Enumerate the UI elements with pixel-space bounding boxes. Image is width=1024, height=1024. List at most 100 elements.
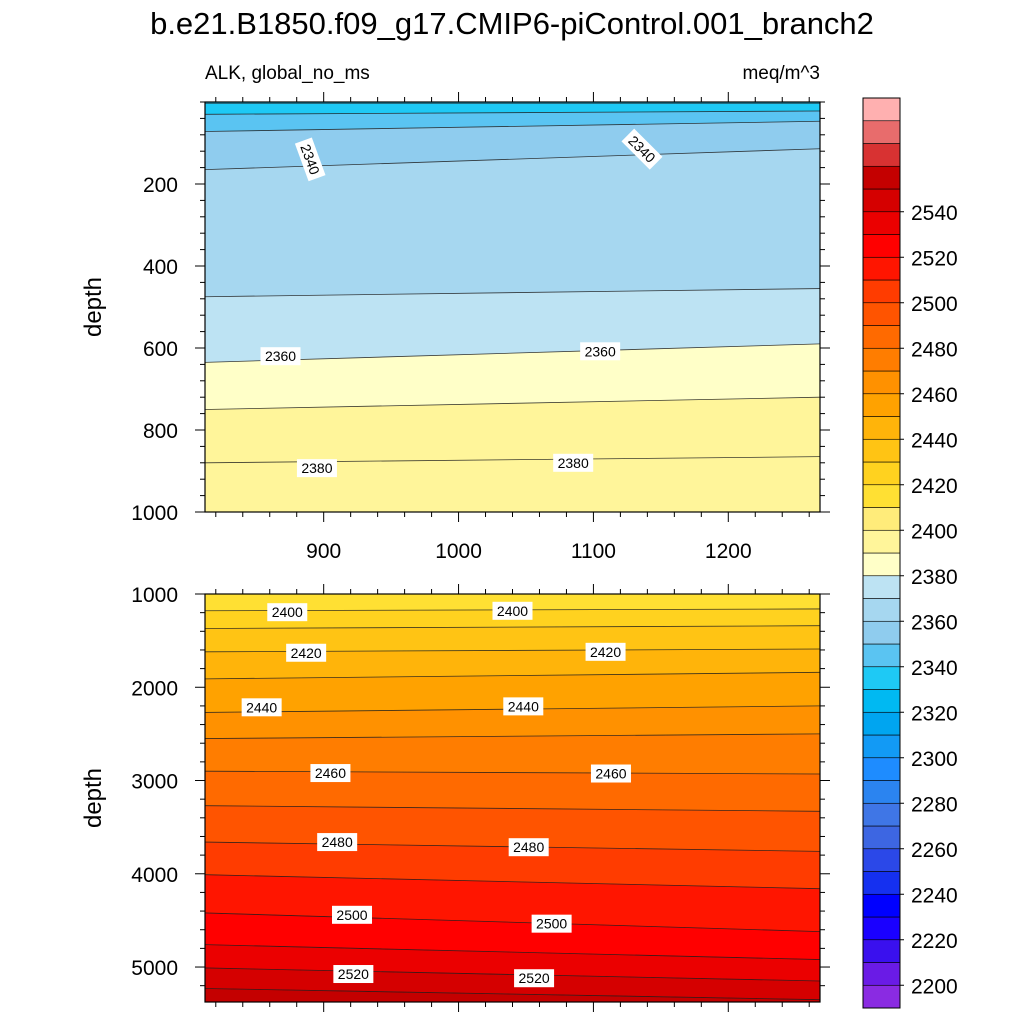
contour-label: 2500 <box>332 905 373 924</box>
colorbar-swatch <box>862 347 901 372</box>
contour-label-box <box>333 965 374 984</box>
contour-label-box <box>286 643 327 662</box>
contour-label-text: 2460 <box>595 766 626 782</box>
bottom-contour-line <box>205 625 820 629</box>
colorbar-label: 2540 <box>911 202 958 225</box>
contour-label-box <box>531 914 572 933</box>
colorbar-label: 2300 <box>911 748 958 771</box>
colorbar-swatch <box>862 370 901 395</box>
y-tick-label: 400 <box>143 256 178 279</box>
colorbar-swatch <box>862 552 901 577</box>
contour-label-box <box>317 833 358 852</box>
y-tick-label: 1000 <box>131 584 178 607</box>
colorbar-label: 2320 <box>911 702 958 725</box>
colorbar-swatch <box>862 666 901 690</box>
colorbar-frame <box>862 97 901 1009</box>
colorbar-swatch <box>862 279 901 304</box>
contour-label-text: 2360 <box>265 348 296 364</box>
contour-label-text: 2380 <box>558 455 589 471</box>
colorbar-swatch <box>862 598 901 622</box>
contour-label-box <box>553 453 594 472</box>
x-tick-label: 1100 <box>571 540 616 563</box>
bottom-panel-fill: 2400 2400 2420 2420 2440 2440 2460 2460 2480 2480… <box>205 594 820 1002</box>
colorbar-swatch <box>862 620 901 645</box>
top-contour-line <box>205 396 820 410</box>
colorbar-label: 2280 <box>911 793 958 816</box>
colorbar-label: 2480 <box>911 338 958 361</box>
contour-label: 2420 <box>286 643 327 662</box>
colorbar-label: 2260 <box>911 839 958 862</box>
colorbar-swatch <box>862 962 901 986</box>
colorbar-swatch <box>862 120 901 144</box>
colorbar-swatch <box>862 393 901 417</box>
colorbar-label: 2420 <box>911 475 958 498</box>
colorbar-swatch <box>862 916 901 941</box>
y-tick-label: 5000 <box>131 957 178 980</box>
contour-label: 2360 <box>260 347 301 366</box>
contour-label-text: 2420 <box>590 644 621 660</box>
top-band <box>205 397 820 463</box>
bottom-contour-line <box>205 671 820 680</box>
contour-label-box <box>503 697 544 716</box>
contour-label-text: 2460 <box>315 765 346 781</box>
contour-label: 2440 <box>241 698 282 717</box>
top-band <box>205 288 820 363</box>
bottom-band <box>205 625 820 652</box>
top-contour-line <box>205 288 820 298</box>
contour-label-box <box>621 128 663 170</box>
colorbar-swatch <box>862 484 901 508</box>
contour-label-box <box>267 603 308 622</box>
y-tick-label: 600 <box>143 338 178 361</box>
top-band <box>205 121 820 170</box>
bottom-contour-line <box>205 967 820 982</box>
x-tick-label: 900 <box>306 540 341 563</box>
top-contour-line <box>205 120 820 132</box>
y-axis-label: depth <box>80 277 107 337</box>
x-tick-label: 1000 <box>435 540 482 563</box>
y-tick-label: 2000 <box>131 677 178 700</box>
colorbar-label: 2360 <box>911 611 958 634</box>
colorbar-swatch <box>862 256 901 281</box>
y-axis-label: depth <box>80 768 107 828</box>
colorbar-swatch <box>862 689 901 713</box>
contour-label: 2480 <box>508 838 549 857</box>
contour-label-text: 2420 <box>291 645 322 661</box>
contour-label-text: 2480 <box>322 834 353 850</box>
colorbar-label: 2380 <box>911 566 958 589</box>
colorbar-label: 2460 <box>911 384 958 407</box>
bottom-band <box>205 805 820 852</box>
colorbar-swatch <box>862 575 901 599</box>
y-tick-label: 4000 <box>131 864 178 887</box>
bottom-contour-line <box>205 733 820 739</box>
colorbar-swatch <box>862 438 901 463</box>
colorbar-swatch <box>862 643 901 668</box>
colorbar-swatch <box>862 848 901 872</box>
colorbar-swatch <box>862 780 901 804</box>
contour-label-text: 2440 <box>508 698 539 714</box>
colorbar-swatch <box>862 802 901 827</box>
top-band <box>205 343 820 410</box>
bottom-contour-line <box>205 988 820 1001</box>
contour-label-box <box>310 764 351 783</box>
colorbar-label: 2200 <box>911 975 958 998</box>
colorbar-label: 2440 <box>911 429 958 452</box>
contour-label-box <box>508 838 549 857</box>
colorbar-swatch <box>862 165 901 190</box>
contour-label-box <box>296 459 337 478</box>
bottom-contour-line <box>205 805 820 812</box>
colorbar-label: 2340 <box>911 657 958 680</box>
colorbar-label: 2400 <box>911 520 958 543</box>
bottom-contour-line <box>205 874 820 890</box>
bottom-band <box>205 649 820 679</box>
colorbar-swatch <box>862 188 901 213</box>
contour-label-text: 2480 <box>513 839 544 855</box>
bottom-band <box>205 672 820 713</box>
y-tick-label: 800 <box>143 420 178 443</box>
colorbar-swatch <box>862 871 901 895</box>
top-band <box>205 148 820 297</box>
contour-label-box <box>590 764 631 783</box>
contour-label-text: 2400 <box>497 603 528 619</box>
top-contour-line <box>205 343 820 363</box>
y-tick-label: 1000 <box>131 502 178 525</box>
